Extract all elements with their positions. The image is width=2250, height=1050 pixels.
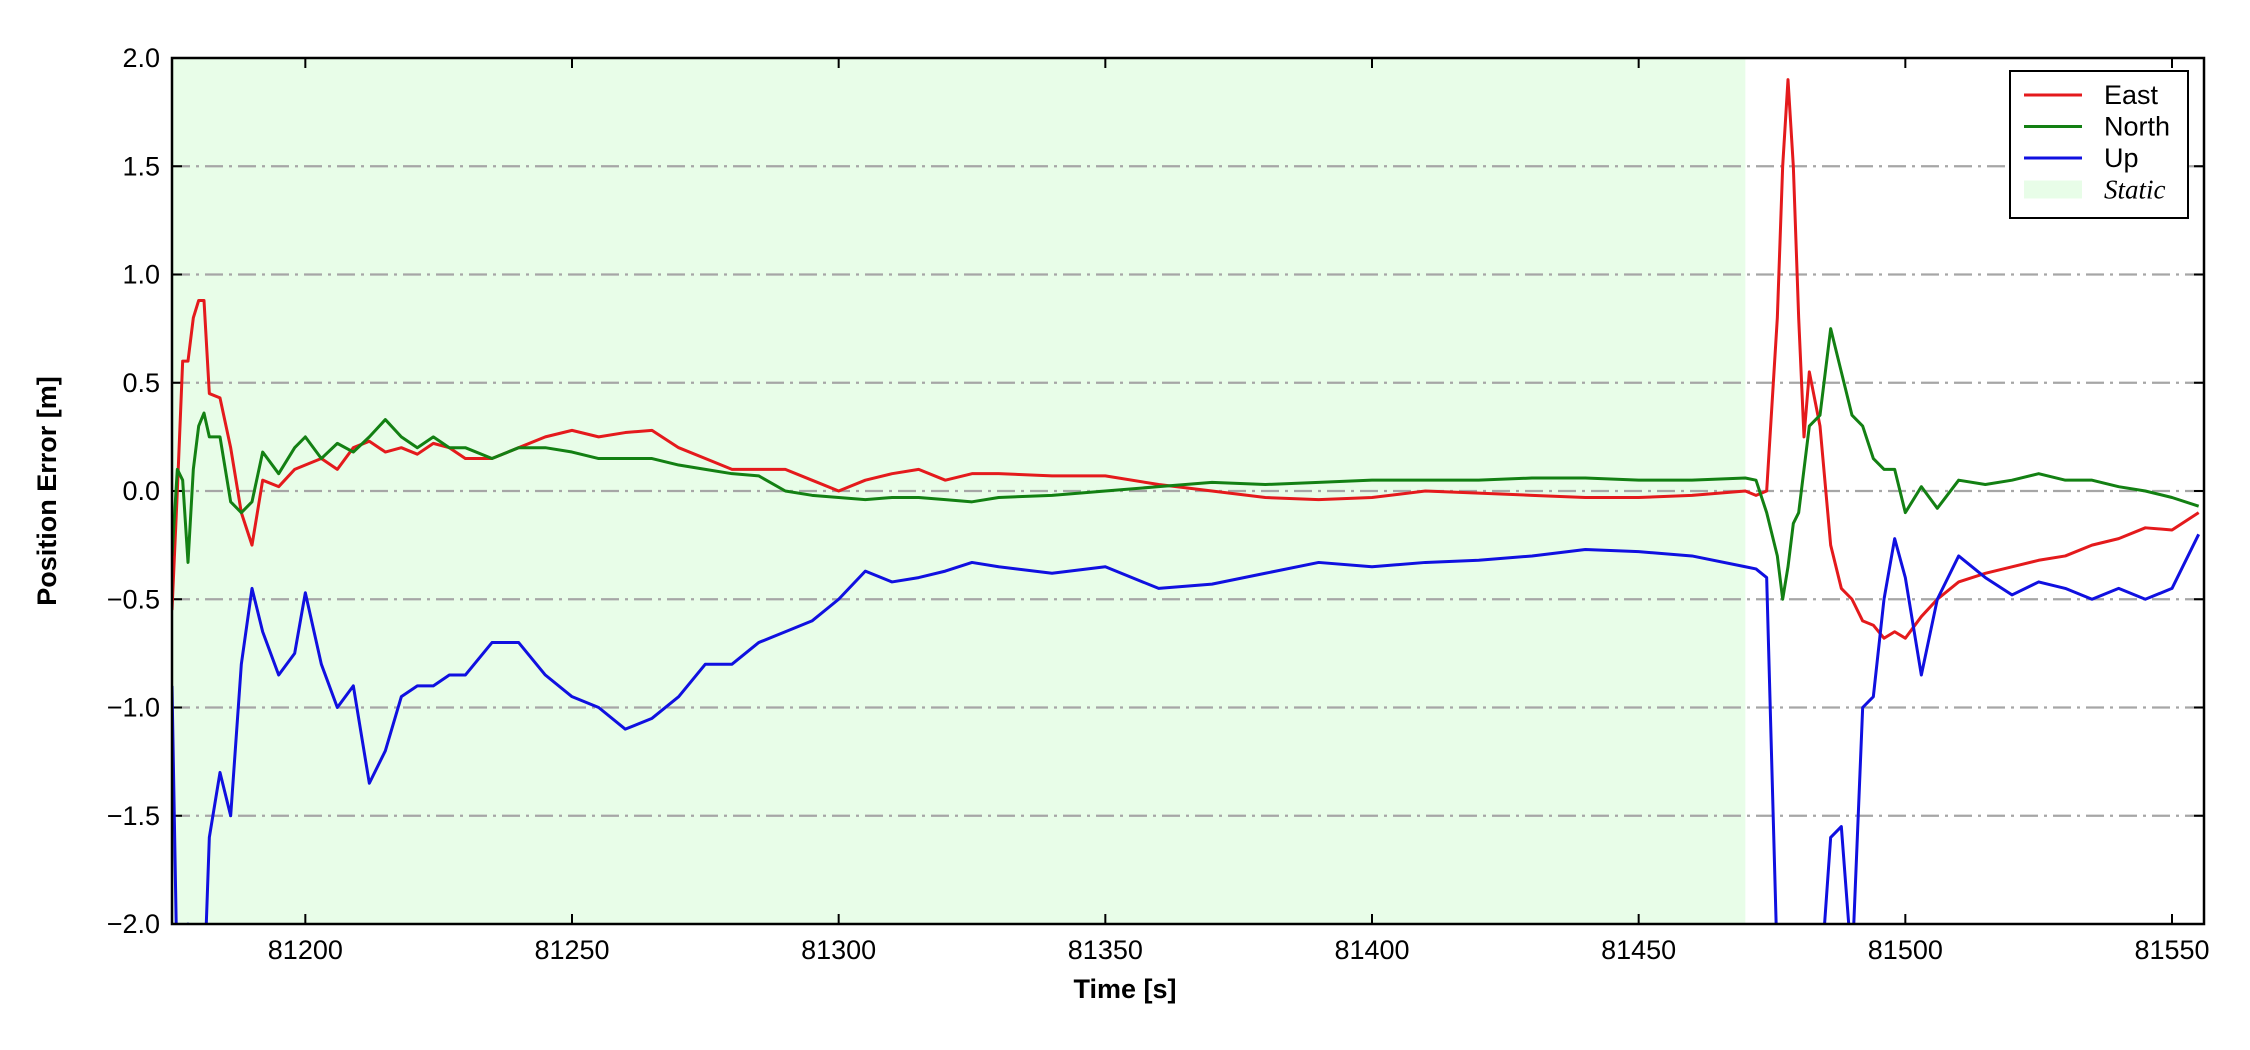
x-tick-label: 81300 — [801, 935, 876, 965]
y-tick-label: 0.5 — [122, 368, 160, 398]
y-tick-label: 2.0 — [122, 43, 160, 73]
x-tick-label: 81250 — [534, 935, 609, 965]
y-tick-label: −1.0 — [107, 693, 160, 723]
y-tick-label: 1.0 — [122, 260, 160, 290]
legend-swatch — [2024, 180, 2082, 199]
x-axis-label: Time [s] — [1073, 974, 1176, 1004]
x-tick-label: 81550 — [2134, 935, 2209, 965]
line-series — [172, 78, 2200, 640]
x-tick-label: 81500 — [1868, 935, 1943, 965]
y-tick-label: −1.5 — [107, 801, 160, 831]
plot-lines — [172, 78, 2201, 924]
y-axis-label: Position Error [m] — [32, 376, 62, 606]
line-series — [172, 327, 2200, 601]
legend-label: Static — [2104, 175, 2166, 205]
plot-frame — [170, 56, 2206, 926]
y-tick-label: −2.0 — [107, 909, 160, 939]
y-tick-label: 0.0 — [122, 476, 160, 506]
line-series — [172, 533, 2201, 924]
legend-label: North — [2104, 112, 2170, 142]
legend-label: East — [2104, 80, 2159, 110]
y-tick-label: 1.5 — [122, 151, 160, 181]
x-tick-label: 81400 — [1334, 935, 1409, 965]
x-tick-label: 81200 — [268, 935, 343, 965]
x-tick-label: 81350 — [1068, 935, 1143, 965]
y-tick-label: −0.5 — [107, 584, 160, 614]
x-tick-label: 81450 — [1601, 935, 1676, 965]
legend-label: Up — [2104, 143, 2139, 173]
